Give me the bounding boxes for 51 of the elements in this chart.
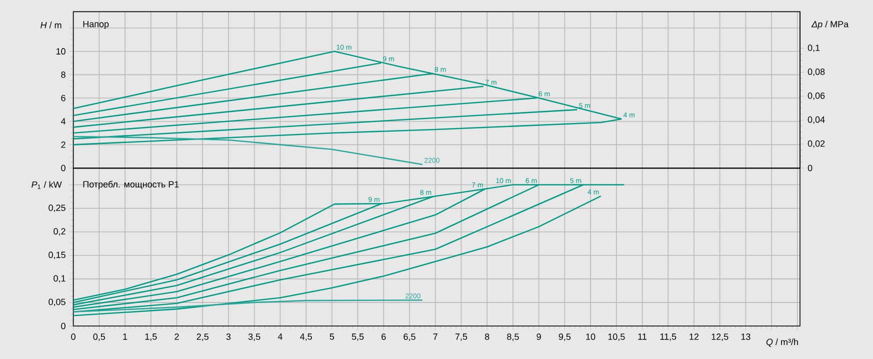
y-tick-label: 8 bbox=[61, 72, 66, 78]
y-tick-label: 0,05 bbox=[48, 298, 66, 306]
x-tick-label: 1 bbox=[123, 334, 128, 340]
y2-axis-title: Δp / MPa bbox=[811, 20, 849, 30]
y-axis-title: P$_{1}$ / kW bbox=[32, 181, 62, 189]
y2-tick-label: 0,02 bbox=[808, 140, 825, 148]
x-tick-label: 1,5 bbox=[145, 334, 157, 341]
x-tick-label: 8 bbox=[484, 334, 490, 340]
x-tick-label: 12,5 bbox=[712, 334, 728, 341]
x-tick-label: 5 bbox=[330, 334, 334, 340]
x-tick-label: 9 bbox=[536, 334, 541, 340]
y-tick-label: 0,25 bbox=[48, 204, 66, 212]
x-tick-label: 3,5 bbox=[248, 334, 260, 341]
x-tick-label: 0 bbox=[71, 334, 76, 340]
x-tick-label: 11 bbox=[638, 334, 646, 340]
x-tick-label: 12 bbox=[690, 334, 699, 340]
x-tick-label: 3 bbox=[226, 334, 231, 340]
x-tick-label: 4 bbox=[278, 334, 282, 340]
x-tick-label: 9,5 bbox=[558, 334, 571, 341]
y2-tick-label: 0,1 bbox=[808, 44, 820, 52]
y-tick-label: 4 bbox=[60, 118, 66, 124]
y2-tick-label: 0,04 bbox=[808, 116, 825, 124]
y2-tick-label: 0,06 bbox=[808, 92, 825, 100]
x-tick-label: 10,5 bbox=[608, 334, 625, 341]
x-tick-label: 10 bbox=[586, 334, 596, 340]
x-tick-label: 11,5 bbox=[660, 334, 676, 341]
x-tick-label: 6,5 bbox=[404, 334, 416, 341]
y-tick-label: 0,1 bbox=[54, 275, 66, 283]
x-tick-label: 7,5 bbox=[455, 334, 468, 341]
y-tick-label: 10 bbox=[56, 48, 66, 55]
text: Потребл. мощность P1 bbox=[83, 180, 179, 190]
y2-tick-label: 0 bbox=[808, 164, 812, 172]
y-tick-label: 0,2 bbox=[54, 228, 66, 236]
x-tick-label: 6 bbox=[382, 334, 386, 340]
x-tick-label: 0,5 bbox=[93, 334, 106, 341]
y-tick-label: 0 bbox=[61, 164, 66, 172]
y-tick-label: 6 bbox=[61, 94, 66, 102]
x-tick-label: 2 bbox=[174, 334, 179, 340]
y-tick-label: 0,15 bbox=[48, 252, 66, 260]
x-tick-label: 4,5 bbox=[300, 334, 312, 341]
text: Напор bbox=[83, 20, 109, 30]
x-tick-label: 2,5 bbox=[196, 334, 208, 341]
x-tick-label: 13 bbox=[741, 334, 750, 340]
x-tick-label: 5,5 bbox=[352, 334, 364, 341]
y-axis-title: H / m bbox=[40, 22, 62, 28]
y-tick-label: 0 bbox=[61, 322, 66, 330]
x-axis-title: Q / m³/h bbox=[766, 338, 798, 347]
x-tick-label: 8,5 bbox=[507, 334, 519, 341]
y2-tick-label: 0,08 bbox=[808, 68, 825, 76]
y-tick-label: 2 bbox=[61, 142, 66, 148]
x-tick-label: 7 bbox=[433, 334, 438, 340]
